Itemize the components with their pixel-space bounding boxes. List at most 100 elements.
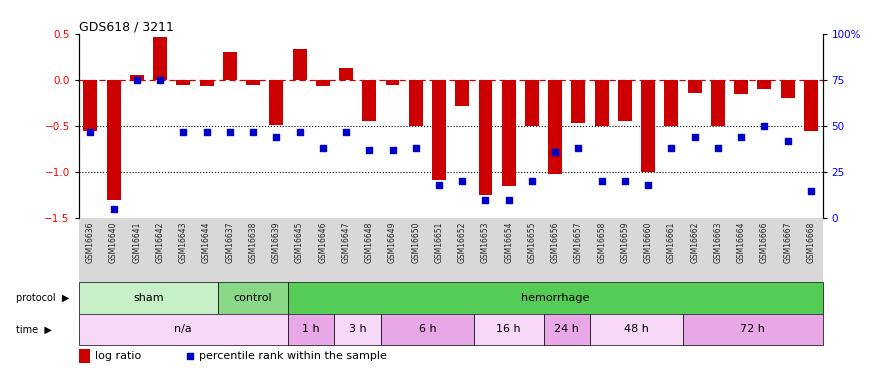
Text: GSM16653: GSM16653 — [481, 222, 490, 263]
Point — [595, 178, 609, 184]
Bar — [409, 80, 423, 126]
Bar — [218, 282, 288, 314]
Text: hemorrhage: hemorrhage — [521, 293, 590, 303]
Bar — [688, 80, 702, 93]
Point — [571, 145, 585, 151]
Text: GSM16657: GSM16657 — [574, 222, 583, 263]
Point — [432, 182, 446, 188]
Bar — [590, 314, 683, 345]
Text: GSM16645: GSM16645 — [295, 222, 304, 263]
Bar — [683, 314, 822, 345]
Bar — [107, 80, 121, 200]
Point — [780, 138, 794, 144]
Point — [107, 206, 121, 212]
Point — [339, 129, 353, 135]
Bar — [455, 80, 469, 106]
Bar — [292, 50, 306, 80]
Text: time  ▶: time ▶ — [16, 324, 52, 334]
Text: 3 h: 3 h — [349, 324, 367, 334]
Bar — [618, 80, 632, 122]
Bar — [549, 80, 563, 174]
Text: GSM16639: GSM16639 — [272, 222, 281, 263]
Point — [270, 134, 284, 140]
Text: GSM16660: GSM16660 — [644, 222, 653, 263]
Text: 24 h: 24 h — [555, 324, 579, 334]
Bar — [177, 80, 191, 84]
Point — [362, 147, 376, 153]
Bar — [362, 80, 376, 122]
Bar — [780, 80, 794, 98]
Bar — [288, 314, 334, 345]
Text: GSM16638: GSM16638 — [248, 222, 257, 263]
Bar — [79, 314, 288, 345]
Text: GSM16648: GSM16648 — [365, 222, 374, 263]
Text: GSM16654: GSM16654 — [504, 222, 514, 263]
Text: GSM16641: GSM16641 — [132, 222, 142, 263]
Point — [734, 134, 748, 140]
Text: GSM16656: GSM16656 — [550, 222, 560, 263]
Text: GSM16667: GSM16667 — [783, 222, 792, 263]
Bar — [543, 314, 590, 345]
Point — [409, 145, 423, 151]
Text: GSM16646: GSM16646 — [318, 222, 327, 263]
Point — [386, 147, 400, 153]
Point — [200, 129, 214, 135]
Text: 1 h: 1 h — [303, 324, 320, 334]
Bar — [804, 80, 818, 130]
Text: GSM16668: GSM16668 — [807, 222, 816, 263]
Point — [525, 178, 539, 184]
Text: log ratio: log ratio — [95, 351, 142, 361]
Text: GSM16658: GSM16658 — [598, 222, 606, 263]
Text: GSM16666: GSM16666 — [760, 222, 769, 263]
Text: 16 h: 16 h — [496, 324, 521, 334]
Text: percentile rank within the sample: percentile rank within the sample — [200, 351, 387, 361]
Text: GSM16637: GSM16637 — [226, 222, 234, 263]
Text: GSM16663: GSM16663 — [713, 222, 723, 263]
Text: GSM16643: GSM16643 — [178, 222, 188, 263]
Point — [641, 182, 655, 188]
Text: GSM16640: GSM16640 — [109, 222, 118, 263]
Text: 72 h: 72 h — [740, 324, 766, 334]
Bar — [711, 80, 724, 126]
Bar — [525, 80, 539, 126]
Text: GSM16659: GSM16659 — [620, 222, 629, 263]
Text: 6 h: 6 h — [418, 324, 437, 334]
Point — [177, 129, 191, 135]
Text: n/a: n/a — [174, 324, 192, 334]
Bar — [571, 80, 585, 123]
Point — [292, 129, 306, 135]
Text: GSM16644: GSM16644 — [202, 222, 211, 263]
Point — [246, 129, 260, 135]
Bar — [432, 80, 446, 180]
Bar — [79, 282, 218, 314]
Point — [130, 77, 144, 83]
Bar — [246, 80, 260, 84]
Bar — [340, 68, 353, 80]
Text: sham: sham — [133, 293, 164, 303]
Bar — [288, 282, 822, 314]
Bar — [130, 75, 144, 80]
Bar — [223, 52, 237, 80]
Bar — [595, 80, 609, 126]
Text: 48 h: 48 h — [624, 324, 649, 334]
Bar — [79, 349, 90, 363]
Text: GSM16647: GSM16647 — [341, 222, 351, 263]
Point — [710, 145, 724, 151]
Text: GSM16636: GSM16636 — [86, 222, 94, 263]
Bar — [381, 314, 474, 345]
Bar — [83, 80, 97, 130]
Text: GSM16655: GSM16655 — [528, 222, 536, 263]
Bar — [153, 36, 167, 80]
Bar — [758, 80, 772, 89]
Point — [664, 145, 678, 151]
Text: GSM16651: GSM16651 — [435, 222, 444, 263]
Bar — [734, 80, 748, 94]
Point — [688, 134, 702, 140]
Bar — [474, 314, 543, 345]
Text: GSM16664: GSM16664 — [737, 222, 746, 263]
Point — [758, 123, 772, 129]
Bar — [200, 80, 214, 86]
Point — [804, 188, 818, 194]
Point — [479, 197, 493, 203]
Bar — [270, 80, 284, 125]
